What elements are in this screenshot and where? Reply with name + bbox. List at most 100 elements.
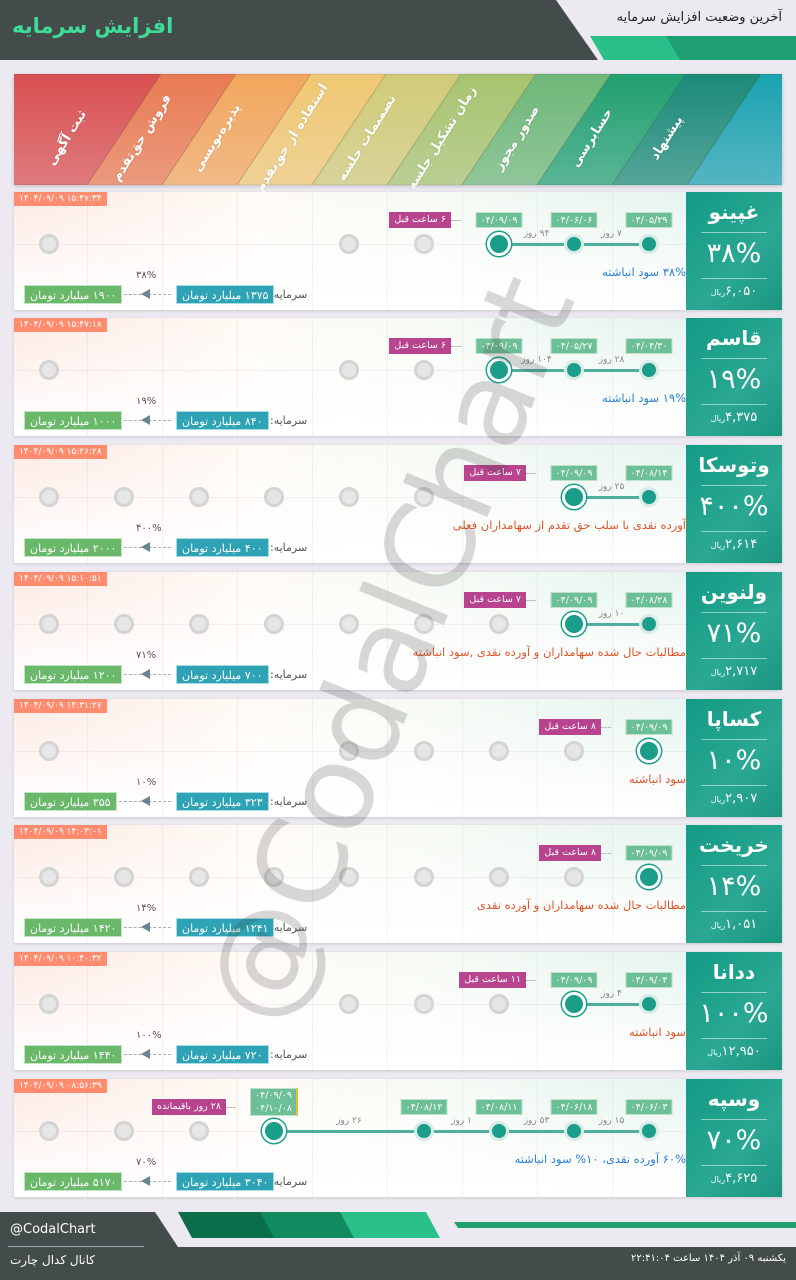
- stage-band: [14, 74, 162, 185]
- stage-dot-pending[interactable]: [489, 867, 509, 887]
- stage-dot-pending[interactable]: [264, 867, 284, 887]
- stage-dot-done[interactable]: [639, 994, 659, 1014]
- stage-dot-pending[interactable]: [264, 614, 284, 634]
- stage-date: ۰۴/۰۹/۰۹: [625, 719, 673, 735]
- stage-dot-current[interactable]: [262, 1119, 286, 1143]
- stage-dot-pending[interactable]: [414, 487, 434, 507]
- stage-dot-done[interactable]: [639, 1121, 659, 1141]
- grid-line: [612, 952, 613, 1070]
- stock-symbol[interactable]: غپینو: [708, 200, 760, 224]
- stage-dot-done[interactable]: [639, 487, 659, 507]
- grid-line: [387, 445, 388, 563]
- stage-dot-pending[interactable]: [39, 360, 59, 380]
- stage-dot-pending[interactable]: [189, 867, 209, 887]
- stage-dot-pending[interactable]: [564, 741, 584, 761]
- stage-dot-pending[interactable]: [564, 867, 584, 887]
- date-text: ۰۴/۰۹/۰۹: [480, 215, 518, 226]
- stage-dot-pending[interactable]: [114, 867, 134, 887]
- stage-dot-pending[interactable]: [39, 867, 59, 887]
- stage-dot-current[interactable]: [487, 232, 511, 256]
- stage-dot-pending[interactable]: [189, 1121, 209, 1141]
- stage-dot-pending[interactable]: [414, 867, 434, 887]
- stock-card[interactable]: ۱۴۰۴/۰۹/۰۹ ۱۵:۱۰:۵۱ ۱۰ روز ۰۴/۰۸/۲۸ ۰۴/۰۹/۰…: [14, 572, 782, 690]
- grid-line: [237, 318, 238, 436]
- stage-dot-done[interactable]: [414, 1121, 434, 1141]
- arrow-left-icon: [119, 415, 171, 425]
- time-ago-badge: ۸ ساعت قبل: [539, 719, 601, 735]
- channel-handle[interactable]: @CodalChart: [10, 1222, 96, 1237]
- stage-dot-pending[interactable]: [414, 741, 434, 761]
- stage-dot-pending[interactable]: [264, 487, 284, 507]
- stage-dot-current[interactable]: [562, 992, 586, 1016]
- stage-dot-pending[interactable]: [39, 741, 59, 761]
- stage-dot-pending[interactable]: [114, 1121, 134, 1141]
- stage-dot-pending[interactable]: [114, 487, 134, 507]
- stage-dot-pending[interactable]: [39, 234, 59, 254]
- stage-dot-done[interactable]: [639, 234, 659, 254]
- stock-symbol[interactable]: ددانا: [712, 960, 756, 984]
- stage-dot-current[interactable]: [562, 612, 586, 636]
- stage-dot-current[interactable]: [562, 485, 586, 509]
- stock-card[interactable]: ۱۴۰۴/۰۹/۰۹ ۱۰:۴۰:۳۲ ۴ روز ۰۴/۰۹/۰۴ ۰۴/۰۹/۰۹…: [14, 952, 782, 1070]
- stage-dot-pending[interactable]: [339, 360, 359, 380]
- stage-dot-pending[interactable]: [339, 614, 359, 634]
- stock-symbol[interactable]: کساپا: [706, 707, 762, 731]
- connector: [601, 727, 611, 728]
- stage-dot-pending[interactable]: [414, 994, 434, 1014]
- stage-dot-pending[interactable]: [489, 994, 509, 1014]
- stage-dot-pending[interactable]: [339, 487, 359, 507]
- stage-dot-pending[interactable]: [39, 487, 59, 507]
- stage-dot-pending[interactable]: [414, 614, 434, 634]
- stage-dot-pending[interactable]: [339, 867, 359, 887]
- stage-dot-current[interactable]: [487, 358, 511, 382]
- stage-dot-pending[interactable]: [39, 1121, 59, 1141]
- stock-symbol[interactable]: ولنوین: [700, 580, 768, 604]
- stage-dot-pending[interactable]: [414, 360, 434, 380]
- stage-dot-pending[interactable]: [414, 234, 434, 254]
- stage-dot-done[interactable]: [564, 1121, 584, 1141]
- grid-line: [87, 699, 88, 817]
- grid-line: [162, 1079, 163, 1197]
- stage-dot-pending[interactable]: [339, 234, 359, 254]
- stage-dot-pending[interactable]: [189, 614, 209, 634]
- stock-symbol[interactable]: وتوسکا: [698, 453, 770, 477]
- stage-dot-pending[interactable]: [489, 614, 509, 634]
- time-ago-badge: ۱۱ ساعت قبل: [459, 972, 526, 988]
- stage-date: ۰۴/۰۹/۰۹: [550, 592, 598, 608]
- stage-dot-done[interactable]: [564, 360, 584, 380]
- stage-bands: [14, 74, 782, 185]
- stage-dot-pending[interactable]: [489, 741, 509, 761]
- divider: [701, 739, 767, 740]
- date-text: ۰۴/۰۸/۱۴: [630, 468, 668, 479]
- grid-line: [87, 952, 88, 1070]
- stock-symbol[interactable]: قاسم: [706, 326, 762, 350]
- stage-dot-pending[interactable]: [339, 994, 359, 1014]
- timestamp-badge: ۱۴۰۴/۰۹/۰۹ ۱۵:۴۷:۱۸: [14, 318, 107, 332]
- stage-dot-done[interactable]: [564, 234, 584, 254]
- grid-line: [612, 318, 613, 436]
- stage-dot-pending[interactable]: [339, 741, 359, 761]
- channel-name: کانال کدال چارت: [10, 1253, 95, 1267]
- grid-line: [537, 318, 538, 436]
- stock-card[interactable]: ۱۴۰۴/۰۹/۰۹ ۱۵:۴۷:۳۴ ۷ روز ۹۴ روز ۰۴/۰۵/۲۹ ۰۴…: [14, 192, 782, 310]
- stock-card[interactable]: ۱۴۰۴/۰۹/۰۹ ۱۴:۰۳:۰۱ ۰۴/۰۹/۰۹ ۸ ساعت قبل مطا…: [14, 825, 782, 943]
- stage-dot-done[interactable]: [639, 360, 659, 380]
- capital-before: ۷۰۰ میلیارد تومان: [176, 665, 269, 684]
- stage-dot-current[interactable]: [637, 739, 661, 763]
- stage-band: [386, 74, 537, 185]
- stock-card[interactable]: ۱۴۰۴/۰۹/۰۹ ۱۴:۳۱:۲۷ ۰۴/۰۹/۰۹ ۸ ساعت قبل سود…: [14, 699, 782, 817]
- stock-symbol[interactable]: وسپه: [707, 1087, 761, 1111]
- footer-stripe: [340, 1212, 440, 1238]
- stock-card[interactable]: ۱۴۰۴/۰۹/۰۹ ۱۵:۲۶:۲۸ ۲۵ روز ۰۴/۰۸/۱۴ ۰۴/۰۹/۰…: [14, 445, 782, 563]
- stock-symbol[interactable]: خریخت: [699, 833, 769, 857]
- divider: [701, 531, 767, 532]
- stage-dot-pending[interactable]: [39, 994, 59, 1014]
- stage-dot-pending[interactable]: [39, 614, 59, 634]
- stage-dot-done[interactable]: [639, 614, 659, 634]
- stage-dot-done[interactable]: [489, 1121, 509, 1141]
- stock-card[interactable]: ۱۴۰۴/۰۹/۰۹ ۱۵:۴۷:۱۸ ۲۸ روز ۱۰۴ روز ۰۴/۰۴/۳۰…: [14, 318, 782, 436]
- stock-card[interactable]: ۱۴۰۴/۰۹/۰۹ ۰۸:۵۶:۳۹ ۱۵ روز ۵۳ روز ۱ روز ۲۶ ر…: [14, 1079, 782, 1197]
- stage-dot-pending[interactable]: [114, 614, 134, 634]
- stage-dot-pending[interactable]: [189, 487, 209, 507]
- stage-dot-current[interactable]: [637, 865, 661, 889]
